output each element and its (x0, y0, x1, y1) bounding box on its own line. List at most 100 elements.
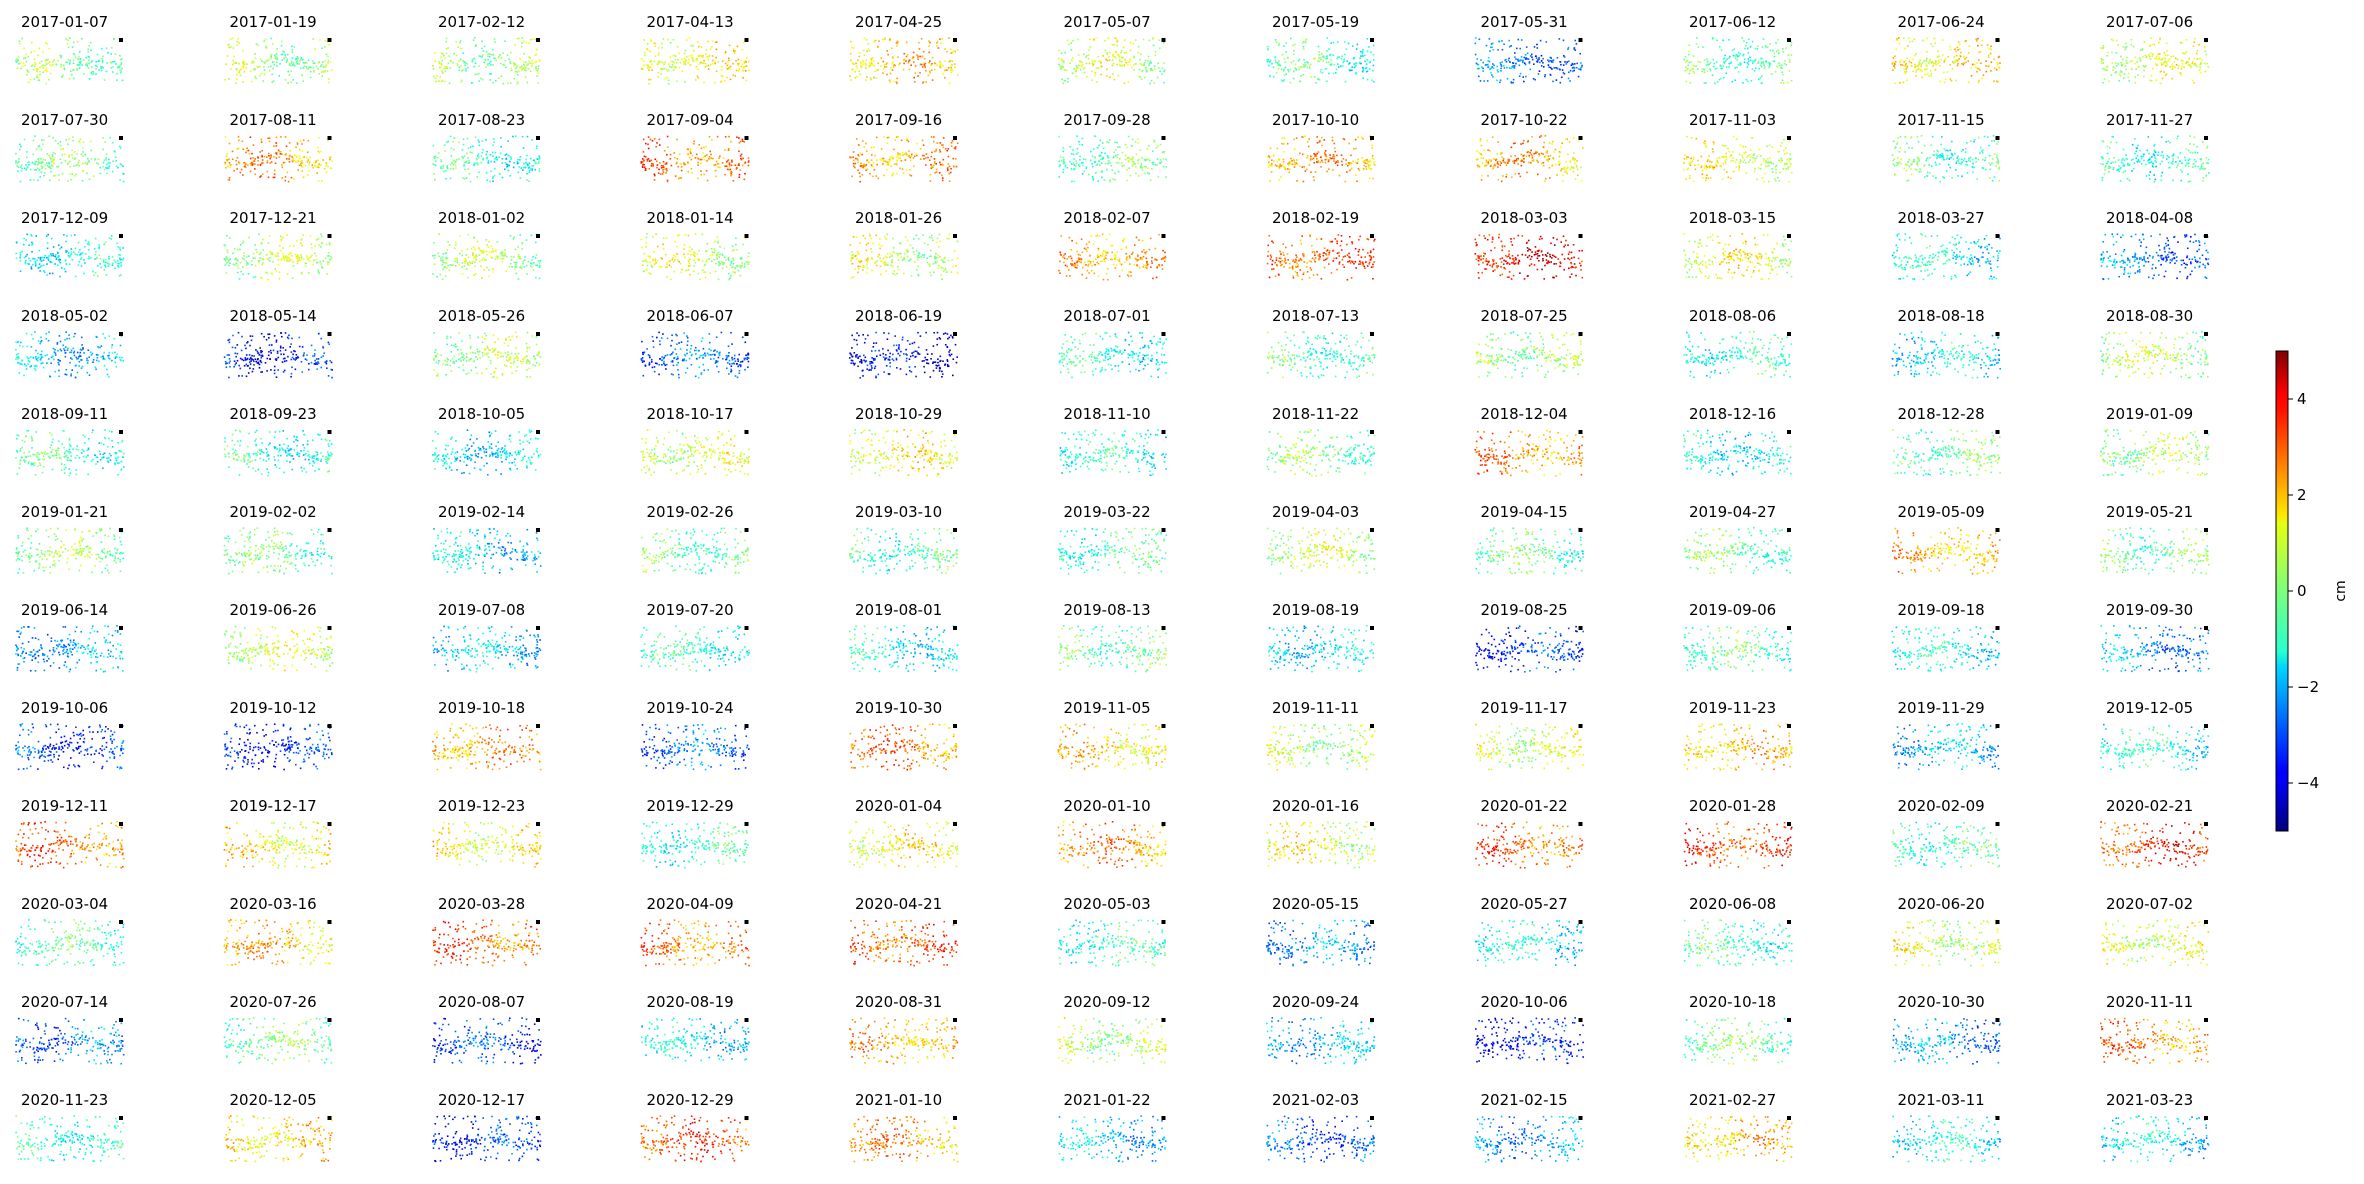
panel: 2019-11-17 (1475, 699, 1584, 770)
panel: 2020-05-27 (1475, 895, 1584, 967)
panel-points (1475, 920, 1584, 967)
panel-points (432, 723, 541, 770)
panel-points (224, 626, 333, 672)
panel-points (1684, 527, 1791, 574)
panel: 2017-11-03 (1683, 111, 1792, 183)
panel: 2018-09-23 (224, 405, 333, 477)
panel-points (432, 1017, 541, 1064)
reference-point-marker (1996, 332, 2000, 336)
panel: 2018-10-29 (849, 405, 958, 476)
reference-point-marker (119, 234, 123, 238)
panel-points (1475, 822, 1583, 869)
panel-title: 2018-07-13 (1272, 307, 1359, 325)
panel: 2017-09-04 (641, 111, 750, 182)
panel-title: 2020-03-16 (230, 895, 317, 913)
reference-point-marker (2204, 822, 2208, 826)
panel-points (1266, 1116, 1375, 1163)
panel-points (1684, 331, 1793, 378)
reference-point-marker (1996, 38, 2000, 42)
panel-title: 2020-01-28 (1689, 797, 1776, 815)
reference-point-marker (1370, 626, 1374, 630)
panel: 2018-12-28 (1892, 405, 2001, 476)
reference-point-marker (1370, 724, 1374, 728)
panel-title: 2019-12-11 (21, 797, 108, 815)
panel: 2020-03-28 (432, 895, 541, 966)
panel: 2019-01-09 (2100, 405, 2209, 476)
panel: 2021-02-27 (1684, 1091, 1792, 1162)
reference-point-marker (745, 234, 749, 238)
reference-point-marker (1787, 38, 1791, 42)
panel-title: 2017-12-21 (230, 209, 317, 227)
panel-points (2100, 37, 2209, 84)
reference-point-marker (2204, 430, 2208, 434)
reference-point-marker (2204, 920, 2208, 924)
reference-point-marker (536, 1018, 540, 1022)
panel-title: 2017-06-12 (1689, 13, 1776, 31)
panel: 2019-10-30 (850, 699, 958, 770)
panel-title: 2018-03-15 (1689, 209, 1776, 227)
panel-points (1267, 135, 1375, 182)
panel-title: 2019-08-19 (1272, 601, 1359, 619)
panel-title: 2017-08-11 (230, 111, 317, 129)
panel: 2017-01-07 (15, 13, 123, 84)
reference-point-marker (2204, 136, 2208, 140)
reference-point-marker (1162, 136, 1166, 140)
panel-title: 2018-12-16 (1689, 405, 1776, 423)
panel-title: 2020-08-07 (438, 993, 525, 1011)
panel-points (849, 1017, 958, 1064)
panel: 2019-12-11 (15, 797, 124, 869)
panel-points (849, 332, 958, 379)
panel: 2018-11-10 (1060, 405, 1168, 476)
panel: 2021-02-15 (1475, 1091, 1584, 1163)
panel-points (1683, 430, 1792, 476)
panel-points (641, 1115, 750, 1162)
panel: 2017-10-22 (1476, 111, 1584, 182)
panel-points (1684, 723, 1793, 770)
panel-title: 2018-02-07 (1064, 209, 1151, 227)
reference-point-marker (953, 724, 957, 728)
panel-title: 2019-11-17 (1481, 699, 1568, 717)
panel: 2019-09-18 (1892, 601, 2000, 672)
reference-point-marker (745, 528, 749, 532)
panel-title: 2017-08-23 (438, 111, 525, 129)
panel-points (1684, 1116, 1792, 1163)
panel-title: 2019-06-14 (21, 601, 108, 619)
panel-points (2100, 821, 2208, 868)
panel-points (1267, 429, 1376, 476)
panel-title: 2018-06-07 (647, 307, 734, 325)
panel-points (1892, 1018, 2001, 1065)
panel: 2019-05-09 (1892, 503, 2001, 575)
panel-title: 2019-08-25 (1481, 601, 1568, 619)
reference-point-marker (1787, 332, 1791, 336)
reference-point-marker (1579, 136, 1583, 140)
panel-title: 2019-07-20 (647, 601, 734, 619)
panel-title: 2017-10-10 (1272, 111, 1359, 129)
panel-points (849, 429, 958, 476)
reference-point-marker (1162, 626, 1166, 630)
reference-point-marker (536, 136, 540, 140)
panel-title: 2019-08-13 (1064, 601, 1151, 619)
reference-point-marker (536, 38, 540, 42)
panel-points (1892, 626, 2000, 672)
panel-title: 2017-09-04 (647, 111, 734, 129)
panel: 2019-02-14 (432, 503, 541, 574)
panel-title: 2021-01-10 (855, 1091, 942, 1109)
panel-title: 2019-04-15 (1481, 503, 1568, 521)
reference-point-marker (1787, 1018, 1791, 1022)
panel: 2018-03-15 (1683, 209, 1792, 280)
panel-points (224, 919, 333, 966)
panel-points (1475, 723, 1584, 770)
panel: 2020-09-24 (1266, 993, 1375, 1064)
panel-points (1475, 527, 1584, 574)
panel-title: 2021-02-27 (1689, 1091, 1776, 1109)
panel: 2020-04-21 (850, 895, 958, 966)
panel-title: 2020-04-21 (855, 895, 942, 913)
panel-points (15, 723, 124, 770)
reference-point-marker (745, 332, 749, 336)
panel-points (15, 429, 125, 476)
reference-point-marker (119, 430, 123, 434)
panel-title: 2020-08-31 (855, 993, 942, 1011)
panel: 2020-08-07 (432, 993, 541, 1065)
panel: 2020-08-31 (849, 993, 958, 1065)
panel: 2020-03-16 (224, 895, 333, 966)
